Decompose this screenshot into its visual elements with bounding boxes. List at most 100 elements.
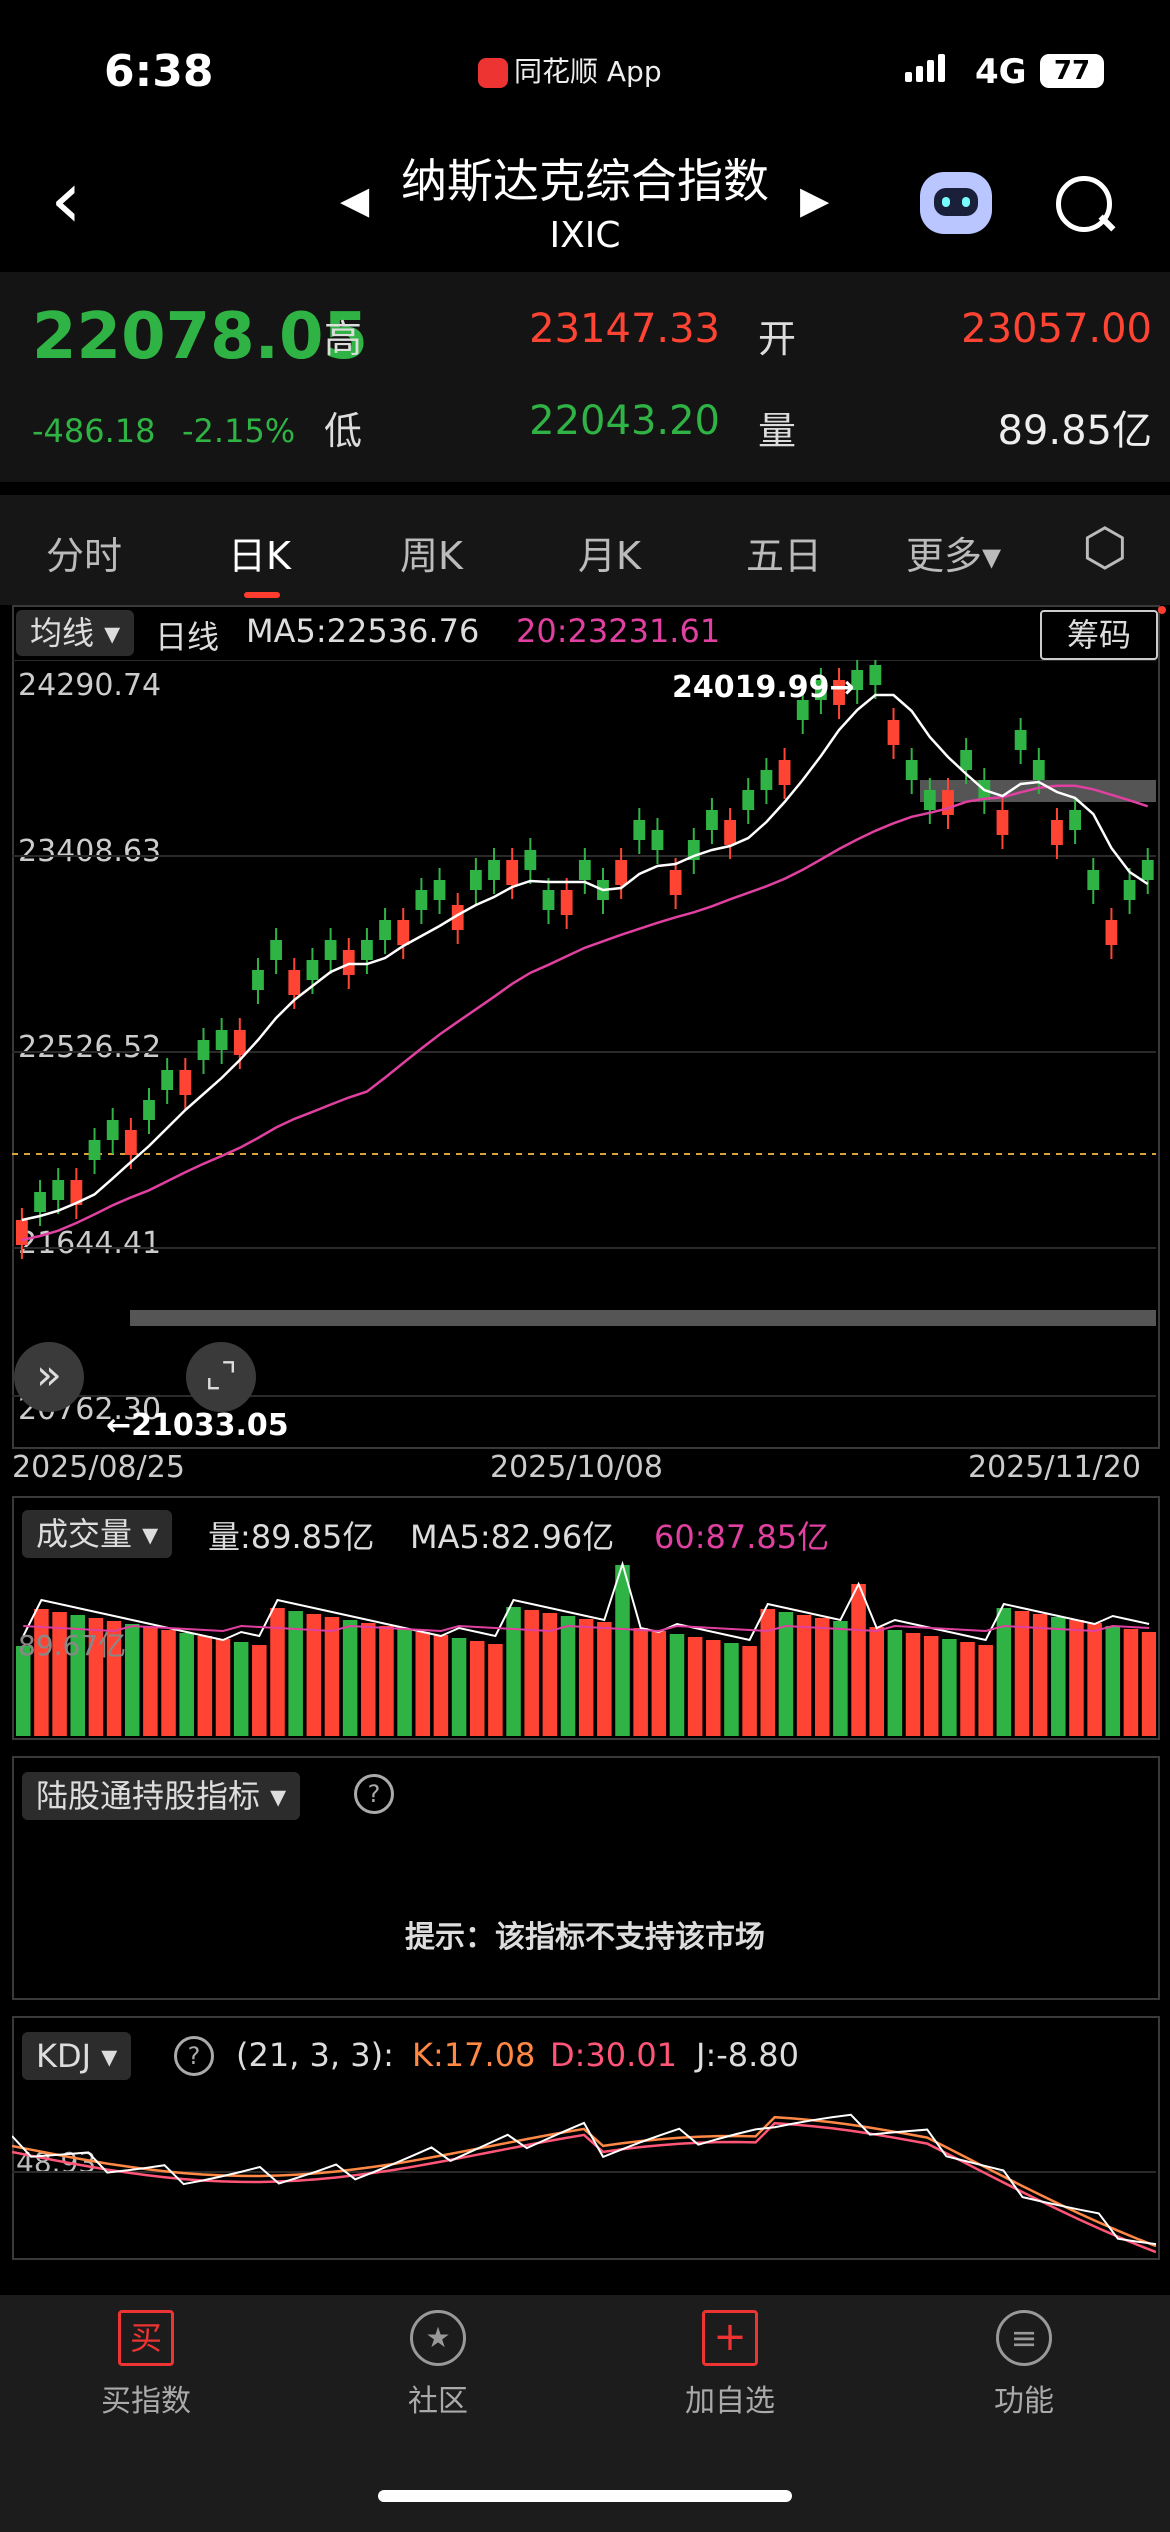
lugutong-notice: 提示：该指标不支持该市场 xyxy=(405,1920,765,1955)
volume-bar xyxy=(597,1622,612,1736)
tab-daily-k[interactable]: 日K xyxy=(228,534,291,578)
volume-bar xyxy=(379,1626,394,1736)
candle-body xyxy=(306,960,319,980)
volume-selector[interactable]: 成交量 ▾ xyxy=(22,1510,173,1558)
volume-bar xyxy=(905,1633,921,1736)
candle-body xyxy=(778,760,791,785)
candle-body xyxy=(270,940,283,960)
volume-bar xyxy=(978,1645,993,1736)
period-high-marker: 24019.99→ xyxy=(672,670,855,705)
candle-body xyxy=(942,790,954,815)
lugutong-selector[interactable]: 陆股通持股指标 ▾ xyxy=(22,1772,301,1820)
volume-bar xyxy=(361,1623,376,1736)
volume-bar xyxy=(488,1644,503,1736)
nav-label-functions: 功能 xyxy=(994,2384,1054,2419)
tab-five-day[interactable]: 五日 xyxy=(746,534,823,578)
candlesticks xyxy=(16,660,1154,1259)
community-icon: ★ xyxy=(410,2310,466,2366)
candle-body xyxy=(687,840,700,860)
volume-bar xyxy=(16,1646,31,1736)
candle-body xyxy=(1105,920,1118,945)
volume-bar xyxy=(34,1609,49,1736)
next-index-button[interactable]: ▶ xyxy=(800,178,830,222)
volume-ma60-line xyxy=(23,1624,1150,1633)
tab-intraday[interactable]: 分时 xyxy=(46,534,123,578)
volume-bar xyxy=(615,1565,630,1736)
date-mid: 2025/10/08 xyxy=(490,1450,663,1485)
volume-chart xyxy=(16,1560,1156,1736)
kdj-d: D:30.01 xyxy=(550,2036,678,2074)
volume-bar xyxy=(1105,1626,1121,1736)
volume-bar xyxy=(960,1642,975,1736)
candle-body xyxy=(361,940,373,960)
kdj-j-line xyxy=(12,2113,1156,2246)
help-icon[interactable]: ? xyxy=(354,1774,394,1814)
volume-bar xyxy=(197,1636,213,1736)
tab-more[interactable]: 更多▾ xyxy=(906,534,1002,578)
candle-body xyxy=(651,830,664,850)
kdj-help-icon[interactable]: ? xyxy=(174,2036,214,2076)
support-band xyxy=(130,1310,1156,1326)
volume-bar xyxy=(796,1615,812,1736)
candle-body xyxy=(469,870,482,890)
high-label: 高 xyxy=(324,317,363,361)
robot-assistant-icon[interactable] xyxy=(920,172,992,234)
volume-bars xyxy=(16,1565,1156,1736)
candle-body xyxy=(52,1180,65,1200)
nav-functions[interactable]: ≡ 功能 xyxy=(914,2310,1134,2430)
candle-body xyxy=(669,870,682,895)
tab-weekly-k[interactable]: 周K xyxy=(400,534,463,578)
kdj-axis-label: 48.93 xyxy=(16,2146,97,2179)
volume-ma5-line xyxy=(22,1560,1150,1642)
nav-buy-index[interactable]: 买 买指数 xyxy=(36,2310,256,2430)
kline-chart[interactable] xyxy=(12,660,1156,1440)
volume-bar xyxy=(1051,1617,1066,1736)
volume-bar xyxy=(143,1627,158,1736)
candle-body xyxy=(633,820,646,840)
volume-bar xyxy=(560,1616,576,1736)
volume-bar xyxy=(1014,1611,1030,1736)
candle-body xyxy=(88,1140,101,1160)
kdj-j: J:-8.80 xyxy=(696,2036,800,2074)
candle-body xyxy=(324,940,337,960)
volume-bar xyxy=(52,1612,67,1736)
candle-body xyxy=(16,1220,28,1245)
ma20-value: 20:23231.61 xyxy=(516,612,721,650)
search-icon[interactable] xyxy=(1056,176,1112,232)
volume-bar xyxy=(306,1614,322,1736)
volume-bar xyxy=(252,1645,267,1736)
chip-button[interactable]: 筹码 xyxy=(1040,610,1158,660)
volume-bar xyxy=(742,1646,757,1736)
prev-index-button[interactable]: ◀ xyxy=(340,178,370,222)
candle-body xyxy=(506,860,519,885)
y-tick-1: 24290.74 xyxy=(18,668,162,703)
tab-monthly-k[interactable]: 月K xyxy=(578,534,641,578)
kdj-selector[interactable]: KDJ ▾ xyxy=(22,2032,132,2080)
expand-left-icon[interactable]: » xyxy=(14,1342,84,1412)
ma5-line xyxy=(21,693,1149,1222)
add-icon: + xyxy=(702,2310,758,2366)
kline-panel xyxy=(12,605,1160,1449)
volume-bar xyxy=(1087,1623,1102,1736)
candle-body xyxy=(1014,730,1027,750)
y-tick-2: 23408.63 xyxy=(18,834,162,869)
low-label: 低 xyxy=(324,409,363,453)
candle-body xyxy=(288,970,301,995)
menu-icon: ≡ xyxy=(996,2310,1052,2366)
ma-selector[interactable]: 均线 ▾ xyxy=(16,610,135,656)
kdj-d-line xyxy=(12,2121,1156,2254)
page-title: 纳斯达克综合指数 xyxy=(401,154,769,208)
kdj-params: (21, 3, 3): xyxy=(236,2036,394,2074)
period-tabs xyxy=(0,495,1170,605)
open-label: 开 xyxy=(758,317,797,361)
volume-bar xyxy=(106,1621,122,1736)
nav-community[interactable]: ★ 社区 xyxy=(328,2310,548,2430)
volume-bar xyxy=(778,1612,794,1736)
fullscreen-icon[interactable]: ⌞⌝ xyxy=(186,1342,256,1412)
candle-body xyxy=(814,680,827,700)
back-button[interactable]: ‹ xyxy=(50,153,82,246)
nav-add-watchlist[interactable]: + 加自选 xyxy=(620,2310,840,2430)
candle-body xyxy=(397,920,410,945)
candle-body xyxy=(833,680,845,705)
settings-hex-icon[interactable]: ⬡ xyxy=(1082,518,1128,578)
